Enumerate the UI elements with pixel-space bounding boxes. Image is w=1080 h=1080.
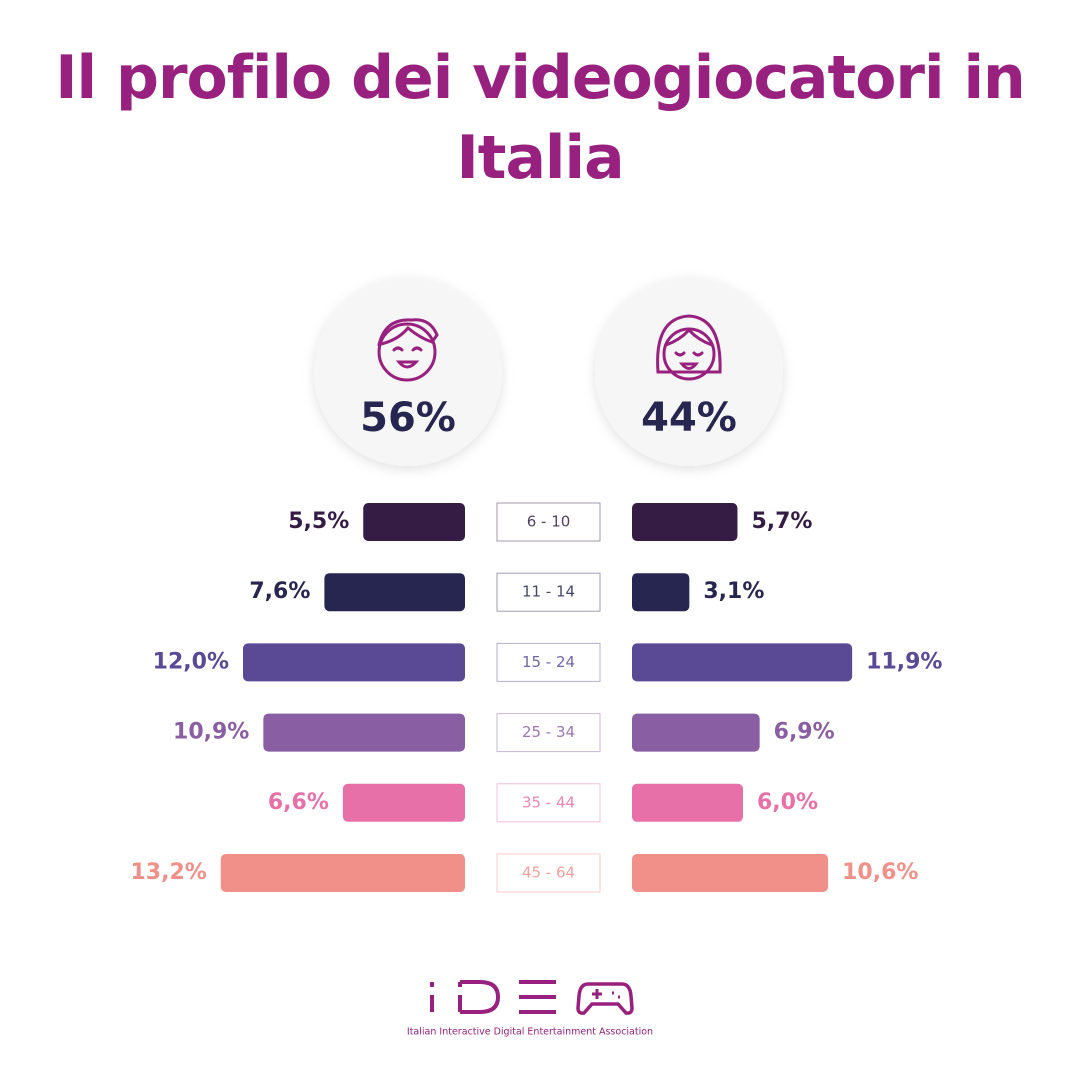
age-box: [496, 572, 601, 612]
bar: [220, 854, 465, 892]
value-label: 6,6%: [268, 790, 329, 815]
bar: [632, 503, 738, 541]
age-box: [496, 642, 601, 682]
value-label: 11,9%: [866, 649, 942, 674]
title: Il profilo dei videogiocatori in Italia: [55, 43, 1026, 193]
age-label: 25 - 34: [522, 723, 575, 741]
bar: [632, 643, 853, 682]
value-label: 5,5%: [288, 509, 349, 534]
bar: [342, 783, 465, 822]
value-label: 6,9%: [774, 720, 835, 745]
age-label: 45 - 64: [522, 864, 575, 882]
female-total: 44%: [641, 395, 737, 441]
value-label: 7,6%: [249, 579, 310, 604]
logo-caption: Italian Interactive Digital Entertainmen…: [407, 1027, 653, 1038]
bar: [363, 503, 465, 541]
age-label: 6 - 10: [527, 513, 571, 531]
bar: [243, 643, 465, 682]
male-icon: [377, 318, 439, 382]
age-box: [496, 853, 601, 893]
female-icon: [656, 314, 722, 381]
value-label: 3,1%: [703, 579, 764, 604]
logo: [430, 980, 634, 1015]
age-box: [496, 783, 601, 823]
bar: [263, 713, 465, 752]
bar: [632, 854, 829, 892]
age-box: [496, 502, 601, 542]
value-label: 5,7%: [751, 509, 812, 534]
male-total: 56%: [360, 395, 456, 441]
bar: [324, 573, 465, 612]
value-label: 12,0%: [153, 649, 229, 674]
value-label: 10,9%: [173, 720, 249, 745]
value-label: 10,6%: [842, 860, 918, 885]
age-label: 11 - 14: [522, 583, 575, 601]
bar: [632, 783, 743, 822]
male-badge: [314, 278, 502, 466]
bar: [632, 713, 760, 752]
value-label: 13,2%: [130, 860, 206, 885]
age-box: [496, 713, 601, 753]
bar: [632, 573, 690, 612]
age-label: 35 - 44: [522, 793, 575, 811]
age-label: 15 - 24: [522, 653, 575, 671]
value-label: 6,0%: [757, 790, 818, 815]
